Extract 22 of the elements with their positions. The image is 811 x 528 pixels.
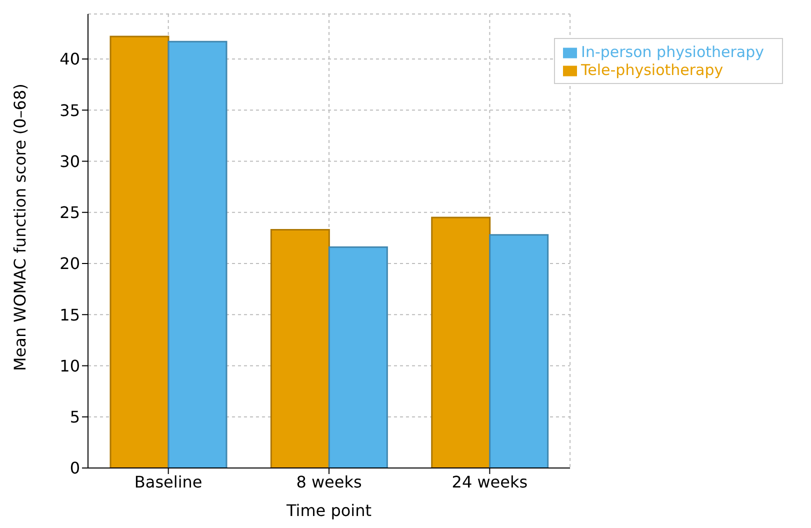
bar bbox=[110, 36, 170, 468]
y-tick-label: 5 bbox=[70, 408, 80, 427]
x-tick-label: Baseline bbox=[134, 472, 202, 492]
bar bbox=[489, 234, 549, 468]
y-tick-label: 25 bbox=[60, 203, 80, 222]
legend-label: Tele-physiotherapy bbox=[581, 61, 724, 79]
x-tick-label: 8 weeks bbox=[296, 472, 362, 492]
bar bbox=[270, 229, 330, 468]
x-axis-title: Time point bbox=[285, 501, 372, 520]
y-tick-label: 10 bbox=[60, 356, 80, 376]
y-tick-label: 20 bbox=[60, 254, 80, 274]
y-tick-label: 15 bbox=[60, 305, 80, 324]
y-tick-label: 0 bbox=[70, 458, 80, 478]
legend-label: In-person physiotherapy bbox=[581, 43, 764, 61]
bar bbox=[328, 246, 388, 468]
bar bbox=[431, 216, 491, 468]
y-tick-label: 30 bbox=[60, 152, 80, 171]
y-axis-title: Mean WOMAC function score (0–68) bbox=[10, 84, 30, 371]
bar bbox=[168, 40, 228, 468]
y-tick-label: 40 bbox=[60, 50, 80, 69]
y-tick-label: 35 bbox=[60, 100, 80, 120]
x-tick-label: 24 weeks bbox=[452, 472, 528, 492]
